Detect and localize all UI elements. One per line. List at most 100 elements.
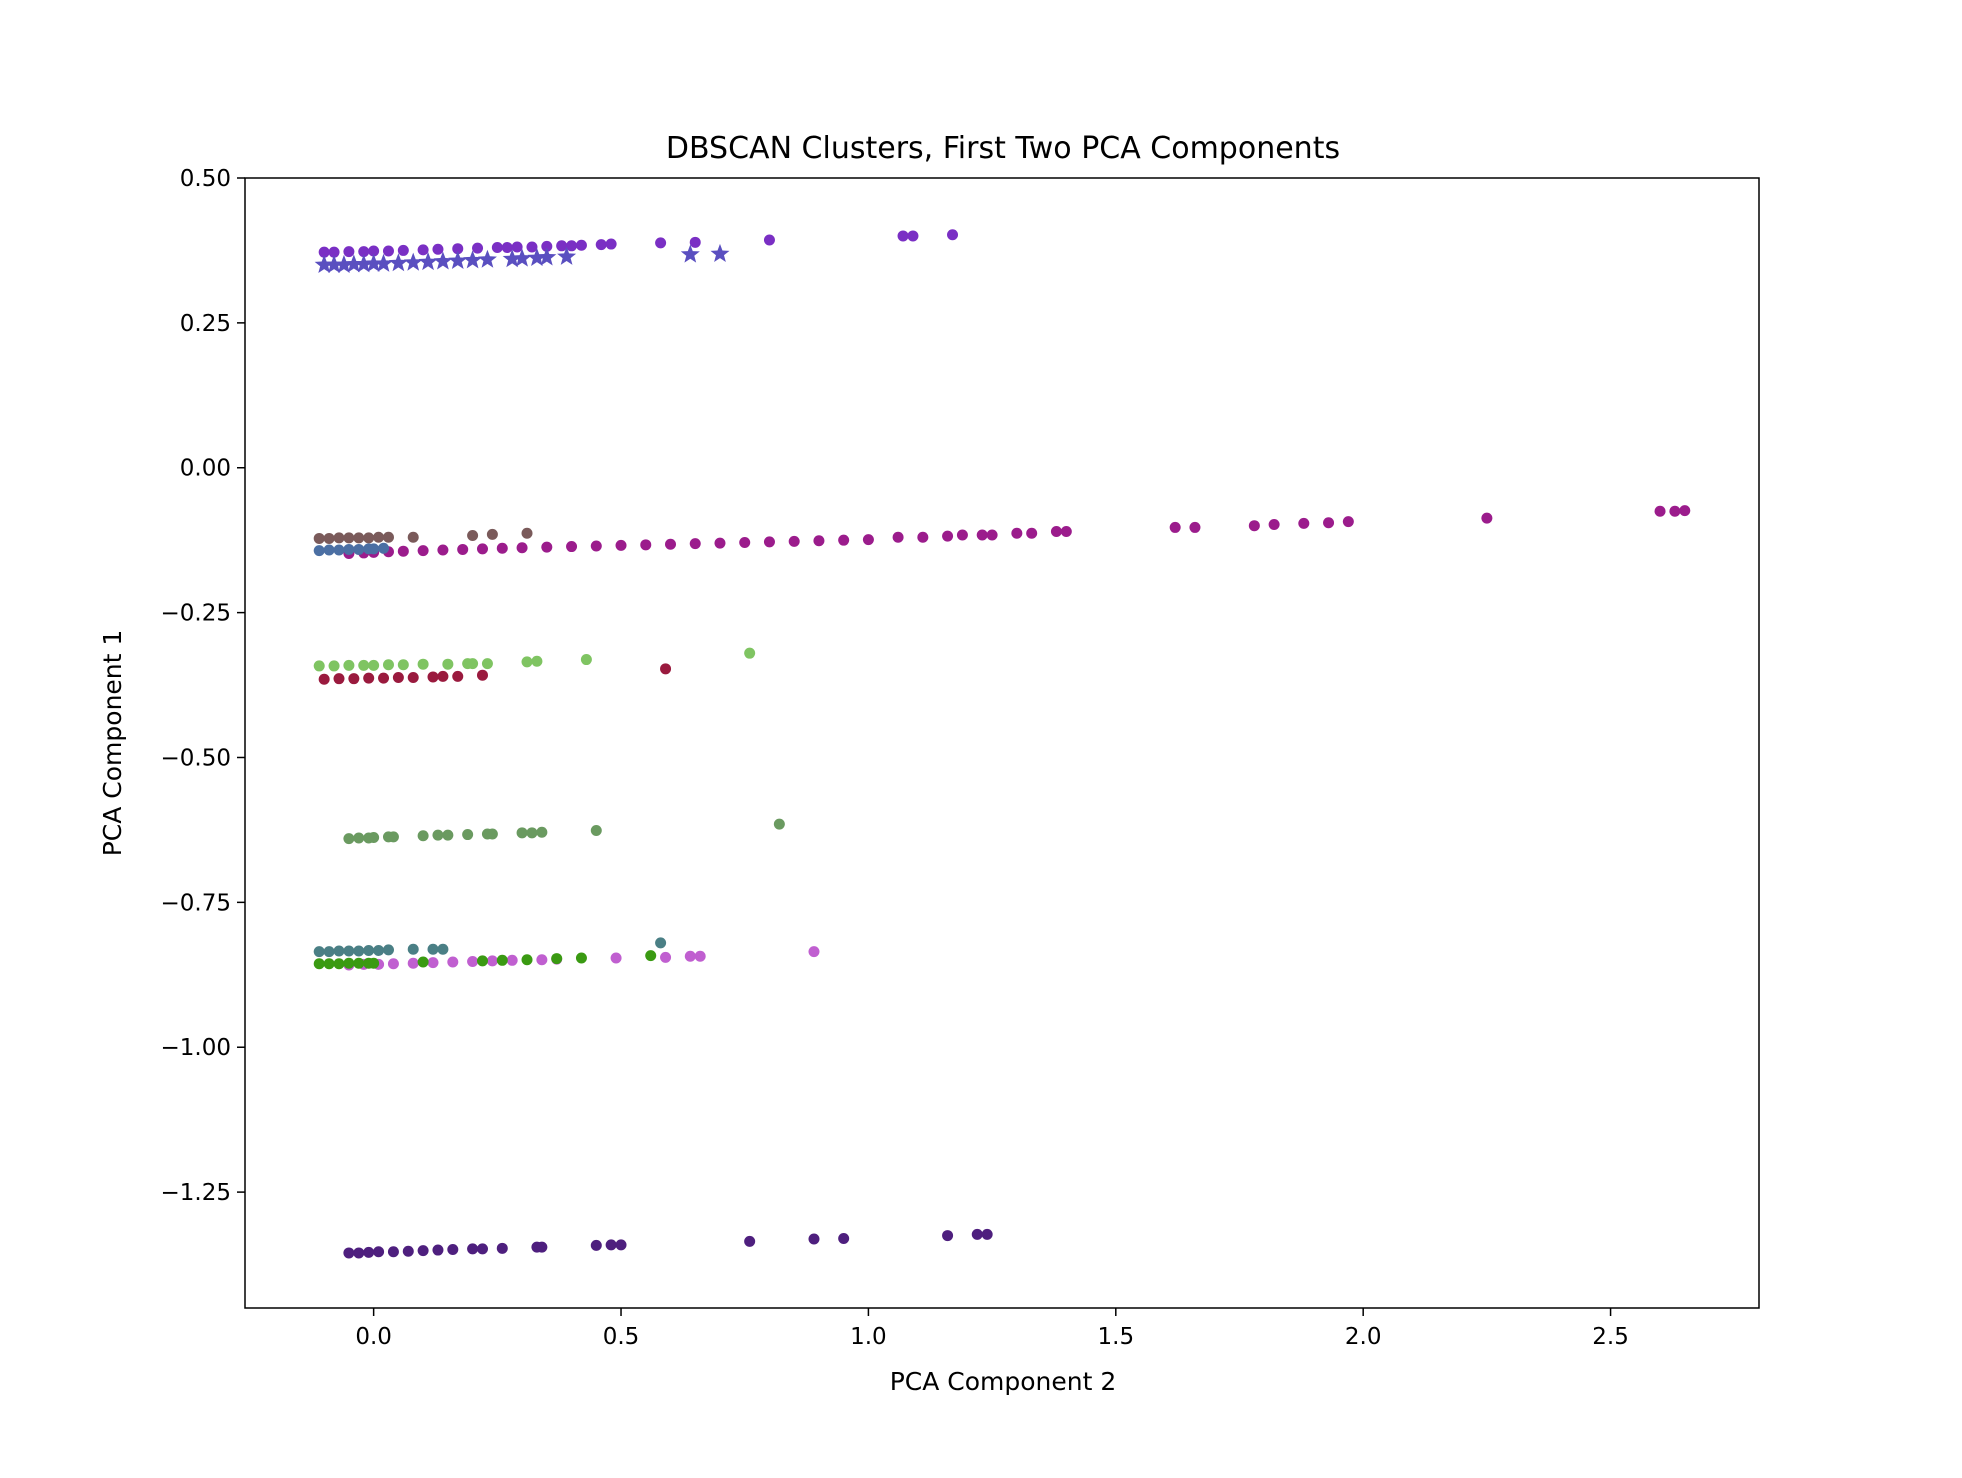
data-point	[1298, 517, 1310, 529]
data-point	[660, 951, 672, 963]
data-point	[590, 1239, 602, 1251]
data-point	[427, 957, 439, 969]
data-point	[344, 254, 364, 273]
data-point	[1654, 505, 1666, 517]
data-point	[537, 247, 557, 266]
data-point	[1026, 527, 1038, 539]
plot-frame	[244, 177, 1760, 1309]
data-point	[956, 529, 968, 541]
data-point	[368, 957, 380, 969]
data-point	[378, 542, 390, 554]
data-point	[665, 538, 677, 550]
series-0	[318, 229, 959, 258]
data-point	[363, 672, 375, 684]
data-point	[432, 243, 444, 255]
series-3	[313, 527, 533, 544]
data-point	[427, 671, 439, 683]
data-point	[476, 669, 488, 681]
data-point	[368, 659, 380, 671]
x-tick-label: 2.0	[1345, 1324, 1382, 1350]
data-point	[862, 534, 874, 546]
data-point	[368, 543, 380, 555]
data-point	[333, 945, 345, 957]
data-point	[343, 945, 355, 957]
data-point	[680, 244, 700, 263]
data-point	[368, 245, 380, 257]
data-point	[476, 543, 488, 555]
data-point	[314, 254, 334, 274]
data-point	[467, 658, 479, 670]
y-tick-label: 0.50	[180, 166, 231, 192]
data-point	[531, 655, 543, 667]
data-point	[971, 1228, 983, 1240]
data-point	[343, 833, 355, 845]
data-point	[353, 532, 365, 544]
data-point	[467, 530, 479, 542]
x-tick-label: 0.5	[603, 1324, 640, 1350]
data-point	[655, 937, 667, 949]
chart-title: DBSCAN Clusters, First Two PCA Component…	[666, 131, 1340, 166]
data-point	[551, 953, 563, 965]
data-point	[575, 952, 587, 964]
plot-marks	[313, 229, 1691, 1259]
data-point	[1060, 525, 1072, 537]
data-point	[313, 660, 325, 672]
data-point	[1169, 521, 1181, 533]
data-point	[343, 543, 355, 555]
data-point	[739, 536, 751, 548]
data-point	[417, 244, 429, 256]
data-point	[710, 243, 730, 262]
data-point	[556, 240, 568, 252]
data-point	[496, 1242, 508, 1254]
data-point	[437, 943, 449, 955]
x-axis-label: PCA Component 2	[890, 1367, 1117, 1396]
data-point	[417, 545, 429, 557]
data-point	[334, 254, 354, 274]
data-point	[328, 660, 340, 672]
data-point	[714, 537, 726, 549]
series-1	[314, 243, 730, 274]
data-point	[1011, 527, 1023, 539]
data-point	[432, 1244, 444, 1256]
y-axis-label: PCA Component 1	[98, 630, 127, 857]
data-point	[684, 950, 696, 962]
data-point	[402, 1245, 414, 1257]
data-point	[397, 545, 409, 557]
data-point	[660, 663, 672, 675]
data-point	[808, 946, 820, 958]
data-point	[442, 658, 454, 670]
data-point	[313, 958, 325, 970]
data-point	[354, 254, 374, 273]
data-point	[417, 658, 429, 670]
data-point	[447, 956, 459, 968]
data-point	[324, 254, 344, 274]
data-point	[378, 672, 390, 684]
data-point	[976, 529, 988, 541]
data-point	[333, 532, 345, 544]
data-point	[491, 242, 503, 254]
series-5	[313, 647, 756, 672]
data-point	[838, 534, 850, 546]
data-point	[467, 1243, 479, 1255]
series-7	[343, 818, 785, 845]
y-tick-label: 0.00	[180, 456, 231, 482]
series-11	[343, 1228, 993, 1259]
data-point	[447, 1243, 459, 1255]
data-point	[501, 242, 513, 254]
data-point	[1481, 512, 1493, 524]
data-point	[392, 672, 404, 684]
data-point	[382, 659, 394, 671]
data-point	[526, 241, 538, 253]
data-point	[368, 831, 380, 843]
data-point	[610, 952, 622, 964]
y-tick-label: −1.00	[161, 1035, 231, 1061]
data-point	[328, 246, 340, 258]
data-point	[343, 957, 355, 969]
data-point	[521, 954, 533, 966]
data-point	[590, 540, 602, 552]
data-point	[363, 1246, 375, 1258]
data-point	[364, 253, 384, 272]
data-point	[318, 246, 330, 258]
data-point	[323, 532, 335, 544]
